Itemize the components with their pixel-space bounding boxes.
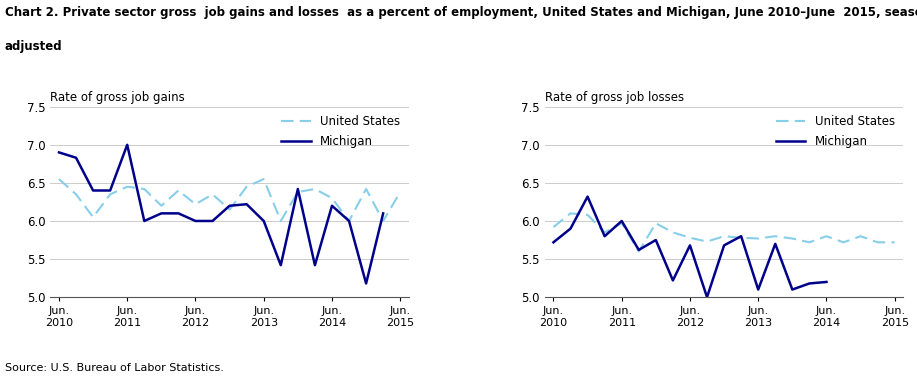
Text: adjusted: adjusted	[5, 40, 62, 53]
Text: Rate of gross job losses: Rate of gross job losses	[545, 91, 684, 104]
Legend: United States, Michigan: United States, Michigan	[277, 110, 405, 153]
Text: Chart 2. Private sector gross  job gains and losses  as a percent of employment,: Chart 2. Private sector gross job gains …	[5, 6, 917, 19]
Legend: United States, Michigan: United States, Michigan	[771, 110, 900, 153]
Text: Rate of gross job gains: Rate of gross job gains	[50, 91, 185, 104]
Text: Source: U.S. Bureau of Labor Statistics.: Source: U.S. Bureau of Labor Statistics.	[5, 363, 224, 373]
